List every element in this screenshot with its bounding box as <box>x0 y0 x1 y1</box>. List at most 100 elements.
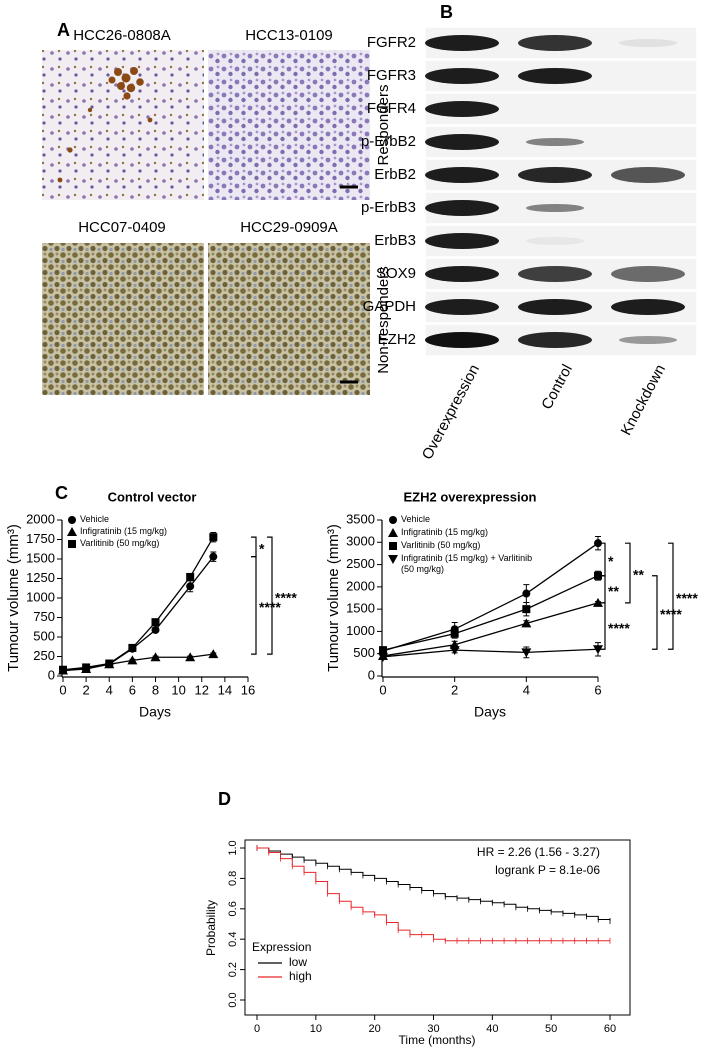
series-line <box>382 542 599 652</box>
x-tick-label: 50 <box>545 1023 557 1035</box>
significance-label: **** <box>275 589 297 605</box>
y-tick-label: 0 <box>368 667 375 682</box>
band <box>518 35 592 51</box>
legend-label: Vehicle <box>80 514 110 524</box>
marker <box>593 645 603 655</box>
y-tick-label: 2000 <box>346 578 375 593</box>
stained-cluster <box>57 67 153 183</box>
series-line <box>382 648 599 658</box>
significance-label: * <box>259 541 265 557</box>
panel-label: A <box>57 20 70 40</box>
x-tick-label: 0 <box>254 1023 260 1035</box>
y-tick-label: 0.0 <box>227 992 239 1007</box>
marker <box>151 625 160 634</box>
image-title: HCC07-0409 <box>78 219 166 236</box>
row-label: FGFR2 <box>367 34 416 51</box>
band <box>518 266 592 282</box>
image-title: HCC13-0109 <box>245 27 333 44</box>
y-tick-label: 500 <box>353 645 375 660</box>
legend-marker <box>389 516 397 524</box>
marker <box>208 649 219 659</box>
y-tick-label: 750 <box>33 609 55 624</box>
y-tick-label: 1.0 <box>227 840 239 855</box>
micrograph <box>42 243 204 395</box>
y-tick-label: 1500 <box>26 550 55 565</box>
x-tick-label: 30 <box>427 1023 439 1035</box>
image-title: HCC26-0808A <box>73 27 171 44</box>
y-tick-label: 250 <box>33 648 55 663</box>
band <box>518 332 592 348</box>
band <box>425 35 499 51</box>
y-axis-label: Probability <box>204 900 218 956</box>
legend-label: Varlitinib (50 mg/kg) <box>401 540 481 550</box>
x-tick-label: 6 <box>594 682 601 697</box>
micrograph <box>208 50 370 200</box>
band <box>425 134 499 150</box>
y-tick-label: 1000 <box>346 623 375 638</box>
marker <box>521 648 532 658</box>
x-tick-label: 40 <box>486 1023 498 1035</box>
x-tick-label: 6 <box>129 682 136 697</box>
y-tick-label: 3500 <box>346 511 375 526</box>
significance-bracket <box>251 556 257 655</box>
x-tick-label: 60 <box>604 1023 616 1035</box>
legend-label-box: Varlitinib (50 mg/kg) <box>401 540 481 550</box>
group-label: Non-responders <box>375 266 392 374</box>
band <box>425 332 499 348</box>
significance-bracket <box>267 536 273 655</box>
y-tick-label: 0.4 <box>227 932 239 947</box>
band <box>611 299 685 315</box>
row-label: ErbB3 <box>374 232 416 249</box>
marker <box>127 655 138 665</box>
marker <box>186 582 195 591</box>
row-label: FGFR4 <box>367 100 416 117</box>
band <box>518 299 592 315</box>
x-tick-label: 0 <box>379 682 386 697</box>
x-tick-label: 16 <box>241 682 255 697</box>
legend-marker <box>68 516 76 524</box>
band <box>518 167 592 183</box>
legend-label-box: Infigratinib (15 mg/kg) + Varlitinib (50… <box>401 553 532 574</box>
band <box>425 266 499 282</box>
band <box>425 68 499 84</box>
marker <box>522 589 531 598</box>
band <box>425 200 499 216</box>
marker <box>379 646 387 655</box>
significance-label: **** <box>660 606 682 622</box>
y-tick-label: 2500 <box>346 556 375 571</box>
panel-label: C <box>55 483 68 503</box>
x-tick-label: 2 <box>451 682 458 697</box>
marker <box>209 552 218 561</box>
y-tick-label: 0.2 <box>227 962 239 977</box>
legend-label-box: Infigratinib (15 mg/kg) <box>401 527 489 537</box>
x-tick-label: 14 <box>218 682 232 697</box>
legend-label: Infigratinib (15 mg/kg) <box>401 527 489 537</box>
marker <box>105 659 114 668</box>
band <box>425 101 499 117</box>
x-tick-label: 2 <box>83 682 90 697</box>
x-tick-label: 10 <box>171 682 185 697</box>
y-tick-label: 3000 <box>346 534 375 549</box>
column-label: Knockdown <box>618 362 669 438</box>
marker <box>594 539 602 548</box>
band <box>425 299 499 315</box>
row-label: ErbB2 <box>374 166 416 183</box>
legend-title: Expression <box>252 940 311 954</box>
x-tick-label: 8 <box>152 682 159 697</box>
chart-title: Control vector <box>108 489 197 504</box>
column-label: Control <box>538 362 576 413</box>
x-axis-label: Time (months) <box>399 1033 476 1047</box>
legend-label-box: Varlitinib (50 mg/kg) <box>80 538 159 548</box>
legend-label-box: Infigratinib (15 mg/kg) <box>80 526 167 536</box>
y-tick-label: 0.8 <box>227 871 239 886</box>
group-label: Responders <box>375 85 392 166</box>
significance-bracket <box>668 542 674 650</box>
marker <box>522 605 531 614</box>
legend-label: Vehicle <box>401 514 431 524</box>
marker <box>185 652 196 662</box>
legend-marker <box>68 540 76 548</box>
panel-label: B <box>440 2 453 22</box>
band <box>425 233 499 249</box>
legend-label-box: Vehicle <box>80 514 110 524</box>
row-label: GAPDH <box>363 298 416 315</box>
